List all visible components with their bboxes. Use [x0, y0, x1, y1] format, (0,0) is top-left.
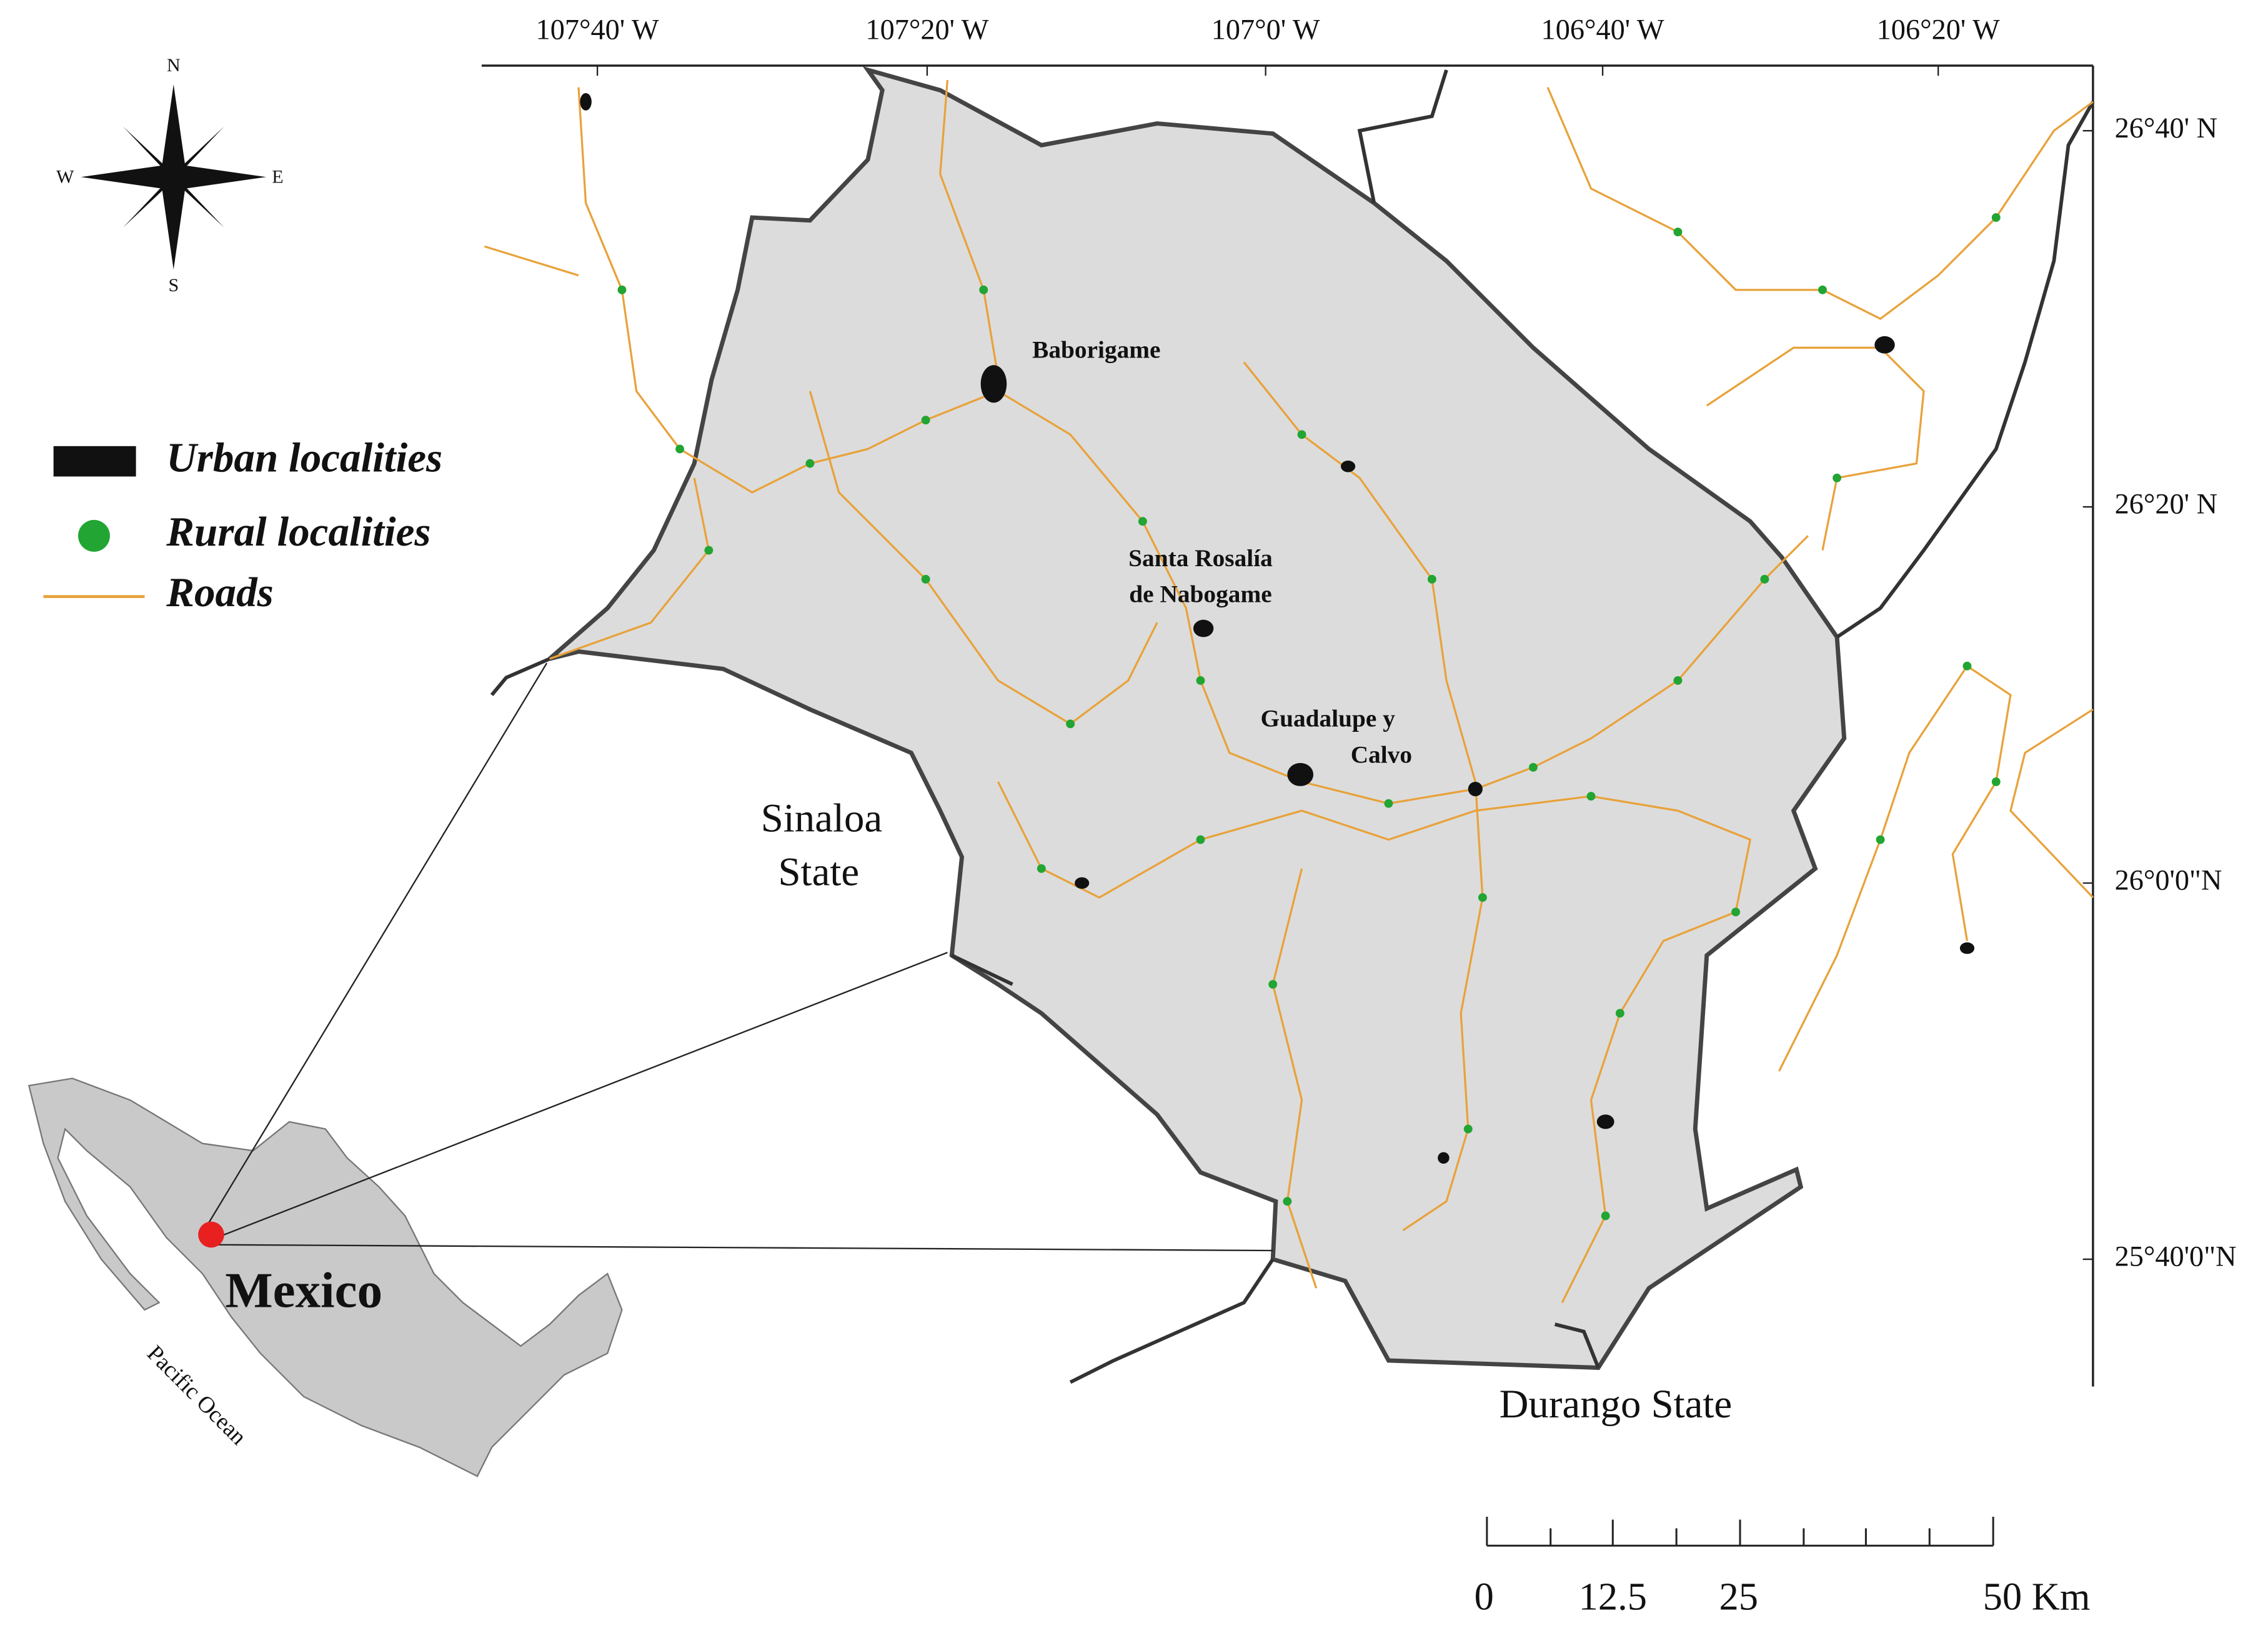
country-label: Mexico — [225, 1262, 382, 1318]
municipality — [548, 66, 1847, 1371]
place-label: de Nabogame — [1129, 581, 1271, 608]
longitude-label: 106°40' W — [1541, 14, 1664, 46]
region-label: Durango State — [1500, 1382, 1733, 1427]
scale-label: 50 Km — [1983, 1575, 2091, 1619]
scale-labels: 0 12.5 25 50 Km — [1475, 1575, 2091, 1619]
latitude-label: 25°40'0"N — [2115, 1241, 2237, 1273]
latitude-label: 26°40' N — [2115, 112, 2217, 144]
compass-label: W — [56, 166, 74, 187]
legend-symbol — [78, 519, 110, 552]
place-label: Baborigame — [1032, 336, 1160, 363]
scale-label: 12.5 — [1579, 1575, 1647, 1619]
region-label: Sinaloa — [761, 796, 882, 841]
scale-bar — [1486, 1516, 1994, 1547]
place-label: Guadalupe y — [1261, 705, 1396, 732]
connector-line — [202, 662, 548, 1234]
longitude-label: 107°20' W — [865, 14, 988, 46]
compass: N E S W — [56, 54, 284, 296]
legend-label: Urban localities — [166, 434, 442, 481]
scale-label: 0 — [1475, 1575, 1494, 1619]
place-label: Calvo — [1351, 741, 1412, 769]
latitude-labels: 26°40' N 26°20' N 26°0'0"N 25°40'0"N — [2115, 112, 2237, 1273]
longitude-labels: 107°40' W 107°20' W 107°0' W 106°40' W 1… — [536, 14, 2000, 46]
legend: Urban localities Rural localities Roads — [43, 434, 442, 616]
study-area-marker — [198, 1221, 224, 1248]
latitude-label: 26°0'0"N — [2115, 865, 2222, 897]
compass-label: N — [167, 54, 181, 76]
region-label: State — [778, 849, 860, 894]
axis-ticks — [596, 65, 2093, 1261]
longitude-label: 107°40' W — [536, 14, 659, 46]
compass-label: S — [168, 274, 179, 296]
scale-label: 25 — [1719, 1575, 1758, 1619]
state-borders — [490, 69, 2095, 1384]
connector-line — [216, 952, 948, 1239]
compass-label: E — [272, 166, 283, 187]
legend-symbol — [53, 446, 136, 477]
connector-line — [217, 1244, 1273, 1252]
mexico-shape — [27, 1077, 623, 1477]
legend-label: Rural localities — [166, 508, 430, 555]
legend-label: Roads — [166, 569, 274, 616]
longitude-label: 106°20' W — [1877, 14, 2000, 46]
rural-localities — [617, 213, 2001, 1221]
longitude-label: 107°0' W — [1211, 14, 1320, 46]
urban-localities — [580, 92, 1975, 1164]
latitude-label: 26°20' N — [2115, 489, 2217, 521]
place-label: Santa Rosalía — [1128, 544, 1273, 572]
